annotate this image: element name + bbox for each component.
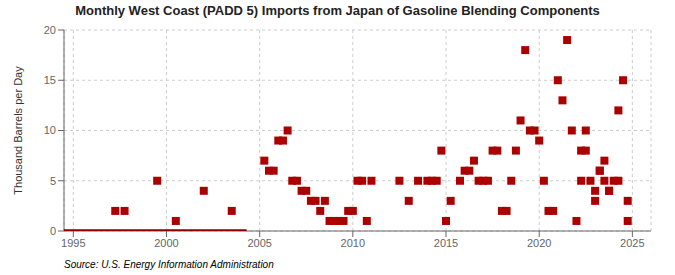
svg-text:Thousand Barrels per Day: Thousand Barrels per Day	[12, 66, 24, 195]
svg-text:2015: 2015	[434, 237, 458, 249]
svg-text:2025: 2025	[620, 237, 644, 249]
svg-text:0: 0	[50, 225, 56, 237]
svg-text:2000: 2000	[154, 237, 178, 249]
svg-text:1995: 1995	[61, 237, 85, 249]
svg-text:2020: 2020	[527, 237, 551, 249]
svg-text:2005: 2005	[247, 237, 271, 249]
svg-text:15: 15	[44, 74, 56, 86]
svg-text:20: 20	[44, 24, 56, 36]
svg-text:10: 10	[44, 124, 56, 136]
html-text:Monthly West Coast (PADD 5) Im: Monthly West Coast (PADD 5) Imports from…	[75, 3, 600, 18]
html-text:Source: U.S. Energy Informatio: Source: U.S. Energy Information Administ…	[64, 259, 274, 270]
svg-text:5: 5	[50, 175, 56, 187]
svg-text:2010: 2010	[341, 237, 365, 249]
